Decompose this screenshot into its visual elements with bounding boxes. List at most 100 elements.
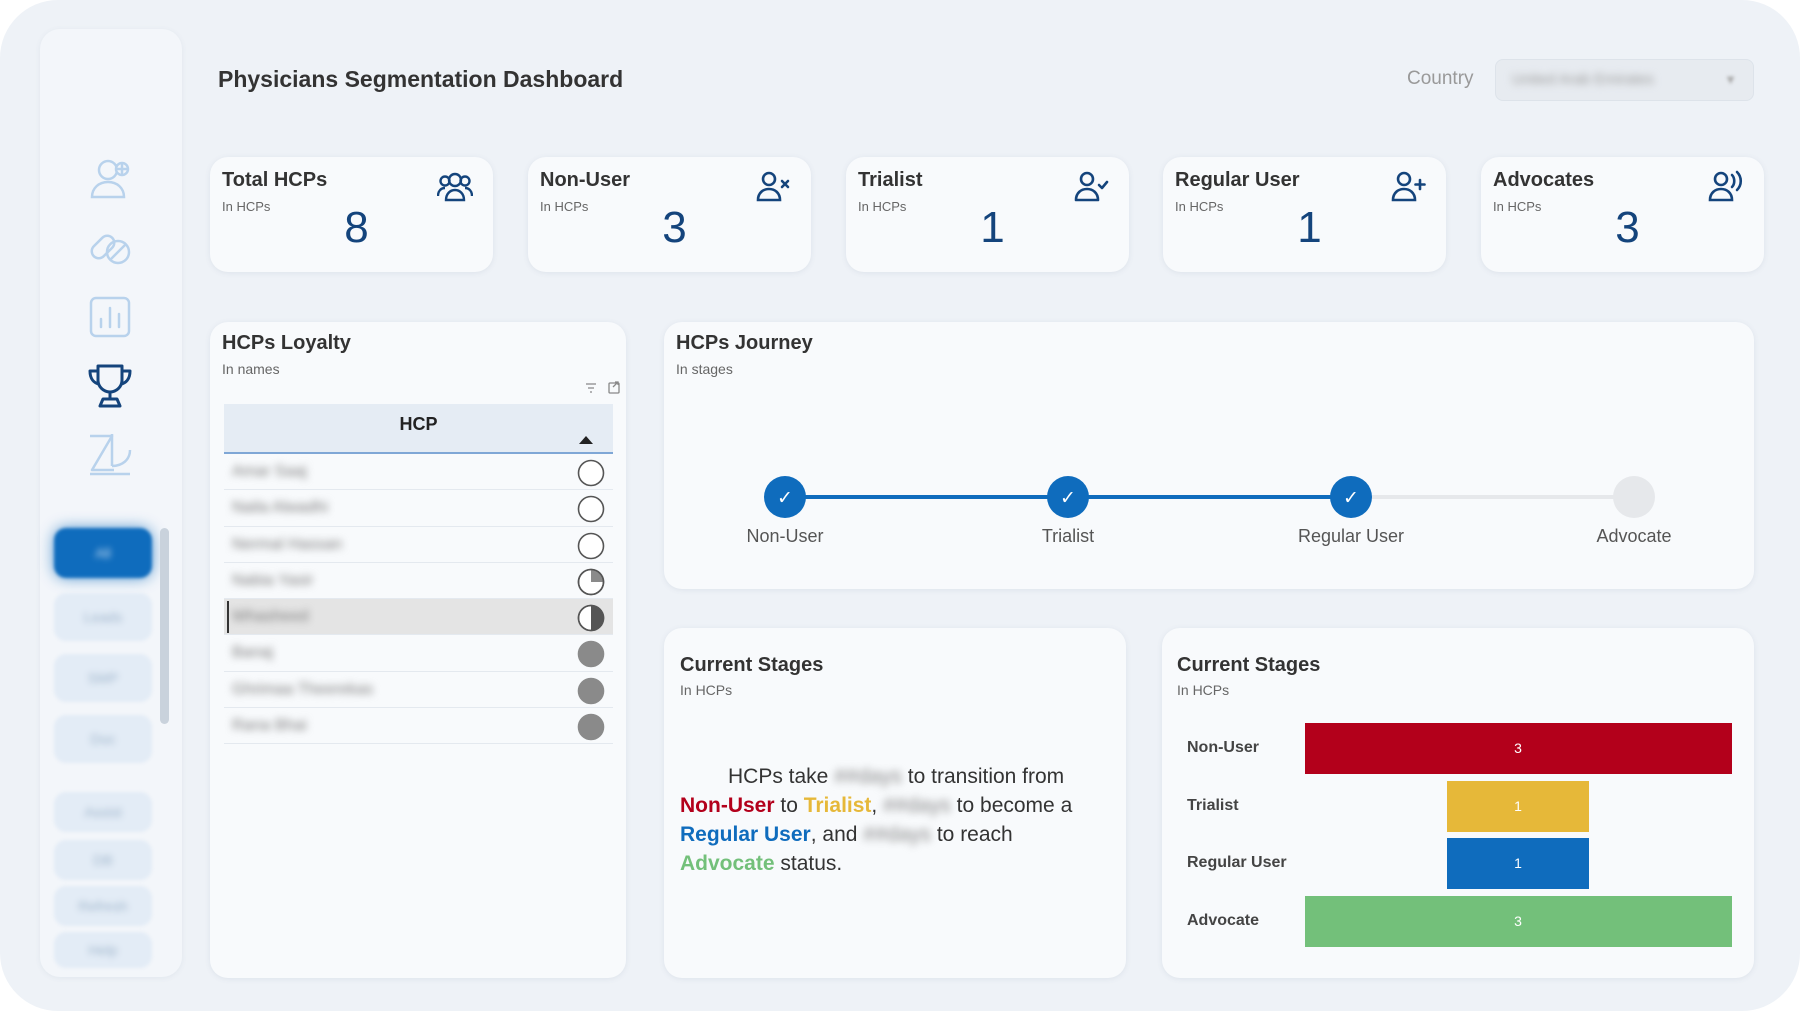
journey-step-regular-user: ✓	[1330, 476, 1372, 518]
bar-non-user[interactable]	[1304, 723, 1732, 774]
narrative-text: to transition from	[907, 765, 1065, 788]
kpi-value: 8	[344, 203, 369, 252]
user-plus-icon[interactable]	[86, 155, 134, 203]
kpi-subtitle: In HCPs	[1493, 199, 1542, 214]
table-row[interactable]: Naila Alwadhi	[224, 490, 613, 527]
kpi-card-non-user: Non-User In HCPs 3	[528, 157, 811, 272]
bar-advocate[interactable]	[1304, 895, 1732, 947]
kpi-card-trialist: Trialist In HCPs 1	[846, 157, 1129, 272]
stages-narrative: HCPs take ##days to transition from Non-…	[680, 762, 1100, 878]
table-row[interactable]: Whasheed	[224, 599, 613, 636]
loyalty-level-icon	[577, 568, 605, 596]
check-icon: ✓	[777, 487, 793, 509]
narrative-text: status.	[780, 852, 843, 875]
kpi-subtitle: In HCPs	[222, 199, 271, 214]
journey-step-non-user: ✓	[764, 476, 806, 518]
table-body: Amar Saaj Naila Alwadhi Nermal Hassan Nabia…	[224, 454, 613, 745]
chevron-down-icon: ▼	[1724, 72, 1737, 87]
table-row[interactable]: Nabia Yasir	[224, 563, 613, 600]
table-row[interactable]: Amar Saaj	[224, 454, 613, 491]
card-subtitle: In HCPs	[1177, 682, 1230, 698]
loyalty-level-icon	[577, 677, 605, 705]
journey-step-trialist: ✓	[1047, 476, 1089, 518]
nav-button-all[interactable]: All	[54, 528, 152, 578]
kpi-card-advocates: Advocates In HCPs 3	[1481, 157, 1764, 272]
kpi-title: Regular User	[1175, 169, 1300, 191]
table-row[interactable]: Banaj	[224, 635, 613, 672]
loyalty-level-icon	[577, 532, 605, 559]
nav-button-db[interactable]: DB	[54, 840, 152, 880]
kpi-title: Advocates	[1493, 169, 1595, 191]
journey-step-advocate	[1613, 476, 1655, 518]
hcp-name: Naila Alwadhi	[232, 499, 329, 517]
nav-button-leads[interactable]: Leads	[54, 593, 152, 641]
narrative-text: to	[780, 794, 798, 817]
trophy-icon[interactable]	[86, 362, 134, 410]
nav-button-help[interactable]: Help	[54, 932, 152, 968]
table-row[interactable]: Ghrimaa Theerekas	[224, 672, 613, 709]
kpi-value: 1	[1297, 203, 1322, 252]
kpi-value: 1	[980, 203, 1005, 252]
bar-trialist[interactable]	[1446, 780, 1590, 832]
table-row[interactable]: Nermal Hassan	[224, 527, 613, 563]
stage-name-advocate: Advocate	[680, 852, 775, 875]
pills-icon[interactable]	[86, 222, 134, 270]
column-header-label: HCP	[399, 414, 438, 434]
kpi-card-total-hcps: Total HCPs In HCPs 8	[210, 157, 493, 272]
nav-button-refresh[interactable]: Refresh	[54, 886, 152, 926]
bar-category-label: Advocate	[1187, 911, 1260, 929]
kpi-subtitle: In HCPs	[1175, 199, 1224, 214]
nav-button-doc[interactable]: Doc	[54, 715, 152, 763]
table-row[interactable]: Rana Bhai	[224, 708, 613, 745]
narrative-text: , and	[810, 823, 858, 846]
hcp-name: Ghrimaa Theerekas	[232, 680, 374, 698]
card-title: HCPs Loyalty	[222, 332, 351, 354]
bar-regular-user[interactable]	[1446, 838, 1590, 890]
filter-icon[interactable]	[586, 383, 596, 393]
country-label: Country	[1407, 68, 1474, 89]
loyalty-level-icon	[577, 459, 605, 487]
visual-toolbar	[586, 381, 620, 394]
check-icon: ✓	[1060, 487, 1076, 509]
bar-category-label: Regular User	[1187, 854, 1287, 872]
hcp-name: Banaj	[232, 644, 273, 662]
sidebar-scrollbar[interactable]	[160, 528, 169, 724]
narrative-text: ,	[871, 794, 878, 817]
loyalty-table: HCP Amar Saaj Naila Alwadhi Nermal Hassan N…	[224, 404, 613, 745]
user-x-icon	[755, 169, 791, 203]
hcp-name: Amar Saaj	[232, 463, 307, 480]
bar-value-label: 1	[1514, 855, 1522, 872]
card-title: Current Stages	[680, 654, 824, 676]
kpi-value: 3	[1615, 203, 1640, 252]
group-icon	[436, 169, 474, 203]
narrative-text: to become a	[956, 794, 1073, 817]
stage-name-trialist: Trialist	[803, 794, 872, 817]
table-header-hcp[interactable]: HCP	[224, 404, 613, 454]
bar-category-label: Non-User	[1187, 739, 1260, 756]
loyalty-level-icon	[577, 495, 605, 523]
logo-icon	[86, 430, 134, 478]
stage-name-regular-user: Regular User	[680, 823, 811, 846]
nav-button-assist[interactable]: Assist	[54, 792, 152, 832]
kpi-title: Non-User	[540, 169, 631, 191]
bar-chart-icon[interactable]	[86, 293, 134, 341]
hcp-name: Rana Bhai	[232, 717, 307, 735]
page-title: Physicians Segmentation Dashboard	[218, 66, 624, 92]
kpi-title: Total HCPs	[222, 169, 328, 191]
user-plus-icon	[1390, 169, 1426, 203]
sort-ascending-icon[interactable]	[579, 436, 593, 444]
loyalty-level-icon	[577, 641, 605, 668]
bar-value-label: 1	[1514, 797, 1522, 814]
user-voice-icon	[1708, 169, 1744, 203]
narrative-text: to reach	[936, 823, 1013, 846]
nav-button-smp[interactable]: SMP	[54, 654, 152, 702]
card-subtitle: In stages	[676, 361, 733, 377]
journey-stage-label: Regular User	[1297, 526, 1405, 546]
hcp-name: Nermal Hassan	[232, 535, 343, 553]
hcp-name: Whasheed	[232, 608, 309, 626]
expand-icon[interactable]	[608, 381, 620, 394]
narrative-text: HCPs take	[728, 765, 829, 788]
card-subtitle: In HCPs	[680, 682, 733, 698]
country-select[interactable]: United Arab Emirates ▼	[1495, 59, 1754, 101]
journey-stage-label: Non-User	[746, 526, 824, 546]
